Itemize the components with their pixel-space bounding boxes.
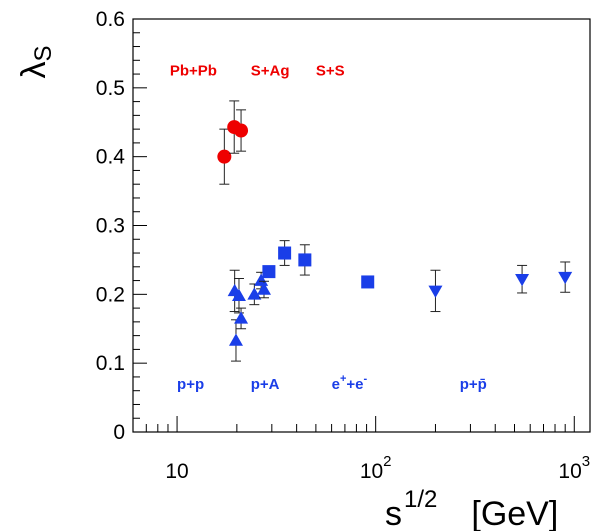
plot-frame	[132, 18, 591, 433]
annotation-text: p+A	[251, 376, 280, 393]
y-tick-label: 0.2	[96, 283, 125, 306]
y-tick-label: 0	[113, 421, 125, 444]
annotation: p+p̄	[460, 376, 487, 393]
annotation-text: p+p̄	[460, 376, 487, 393]
annotation: p+A	[251, 376, 280, 393]
annotation-text: S+S	[316, 63, 345, 80]
y-axis-label-main: λ	[15, 62, 53, 79]
annotation-text: Pb+Pb	[170, 63, 217, 80]
data-point-square	[298, 253, 312, 267]
data-point-circle	[234, 123, 249, 138]
axes	[132, 18, 591, 433]
x-axis-label-unit: [GeV]	[471, 495, 558, 531]
annotation-text2: +e	[346, 376, 363, 393]
annotation: S+S	[316, 63, 345, 80]
data-point-triangle-down	[558, 271, 573, 285]
data-point-square	[361, 275, 375, 289]
annotation-text: p+p	[177, 376, 204, 393]
annotation: S+Ag	[251, 63, 290, 80]
annotation: Pb+Pb	[170, 63, 217, 80]
x-axis-label: s1/2 [GeV]	[385, 486, 558, 531]
annotation-sup2: -	[363, 373, 367, 385]
annotation-text: S+Ag	[251, 63, 290, 80]
y-tick-label: 0.3	[96, 215, 125, 238]
data-point-triangle-up	[254, 273, 269, 286]
data-point-triangle-up	[228, 333, 243, 346]
x-tick-label: 102	[360, 453, 392, 483]
y-tick-label: 0.6	[96, 8, 125, 31]
data-point-triangle-down	[428, 285, 443, 298]
annotation: e++e-	[332, 373, 368, 393]
x-tick-base: 10	[165, 460, 188, 483]
data-point-triangle-up	[234, 311, 249, 324]
x-axis-label-main: s	[385, 495, 402, 531]
x-tick-label: 103	[558, 453, 590, 483]
y-tick-label: 0.1	[96, 352, 125, 375]
annotation-sup: +	[340, 373, 346, 385]
data-point-square	[262, 265, 276, 279]
annotation-text: e	[332, 376, 340, 393]
y-tick-label: 0.5	[96, 77, 125, 100]
annotation: p+p	[177, 376, 204, 393]
data-point-square	[278, 246, 292, 260]
data-point-triangle-up	[247, 287, 262, 300]
x-tick-exponent: 2	[383, 453, 391, 470]
data-point-circle	[217, 149, 232, 164]
y-tick-label: 0.4	[96, 146, 126, 169]
x-tick-label: 10	[165, 460, 188, 483]
x-tick-base: 10	[360, 460, 383, 483]
x-axis-label-sup: 1/2	[404, 486, 437, 513]
data-point-triangle-up	[257, 282, 272, 295]
data-point-triangle-up	[231, 288, 246, 301]
data-marks	[217, 100, 573, 362]
x-tick-base: 10	[558, 460, 581, 483]
y-axis-label: λS	[15, 45, 57, 78]
x-tick-exponent: 3	[582, 453, 590, 470]
data-point-triangle-down	[515, 273, 530, 287]
y-axis-label-sub: S	[30, 45, 57, 61]
